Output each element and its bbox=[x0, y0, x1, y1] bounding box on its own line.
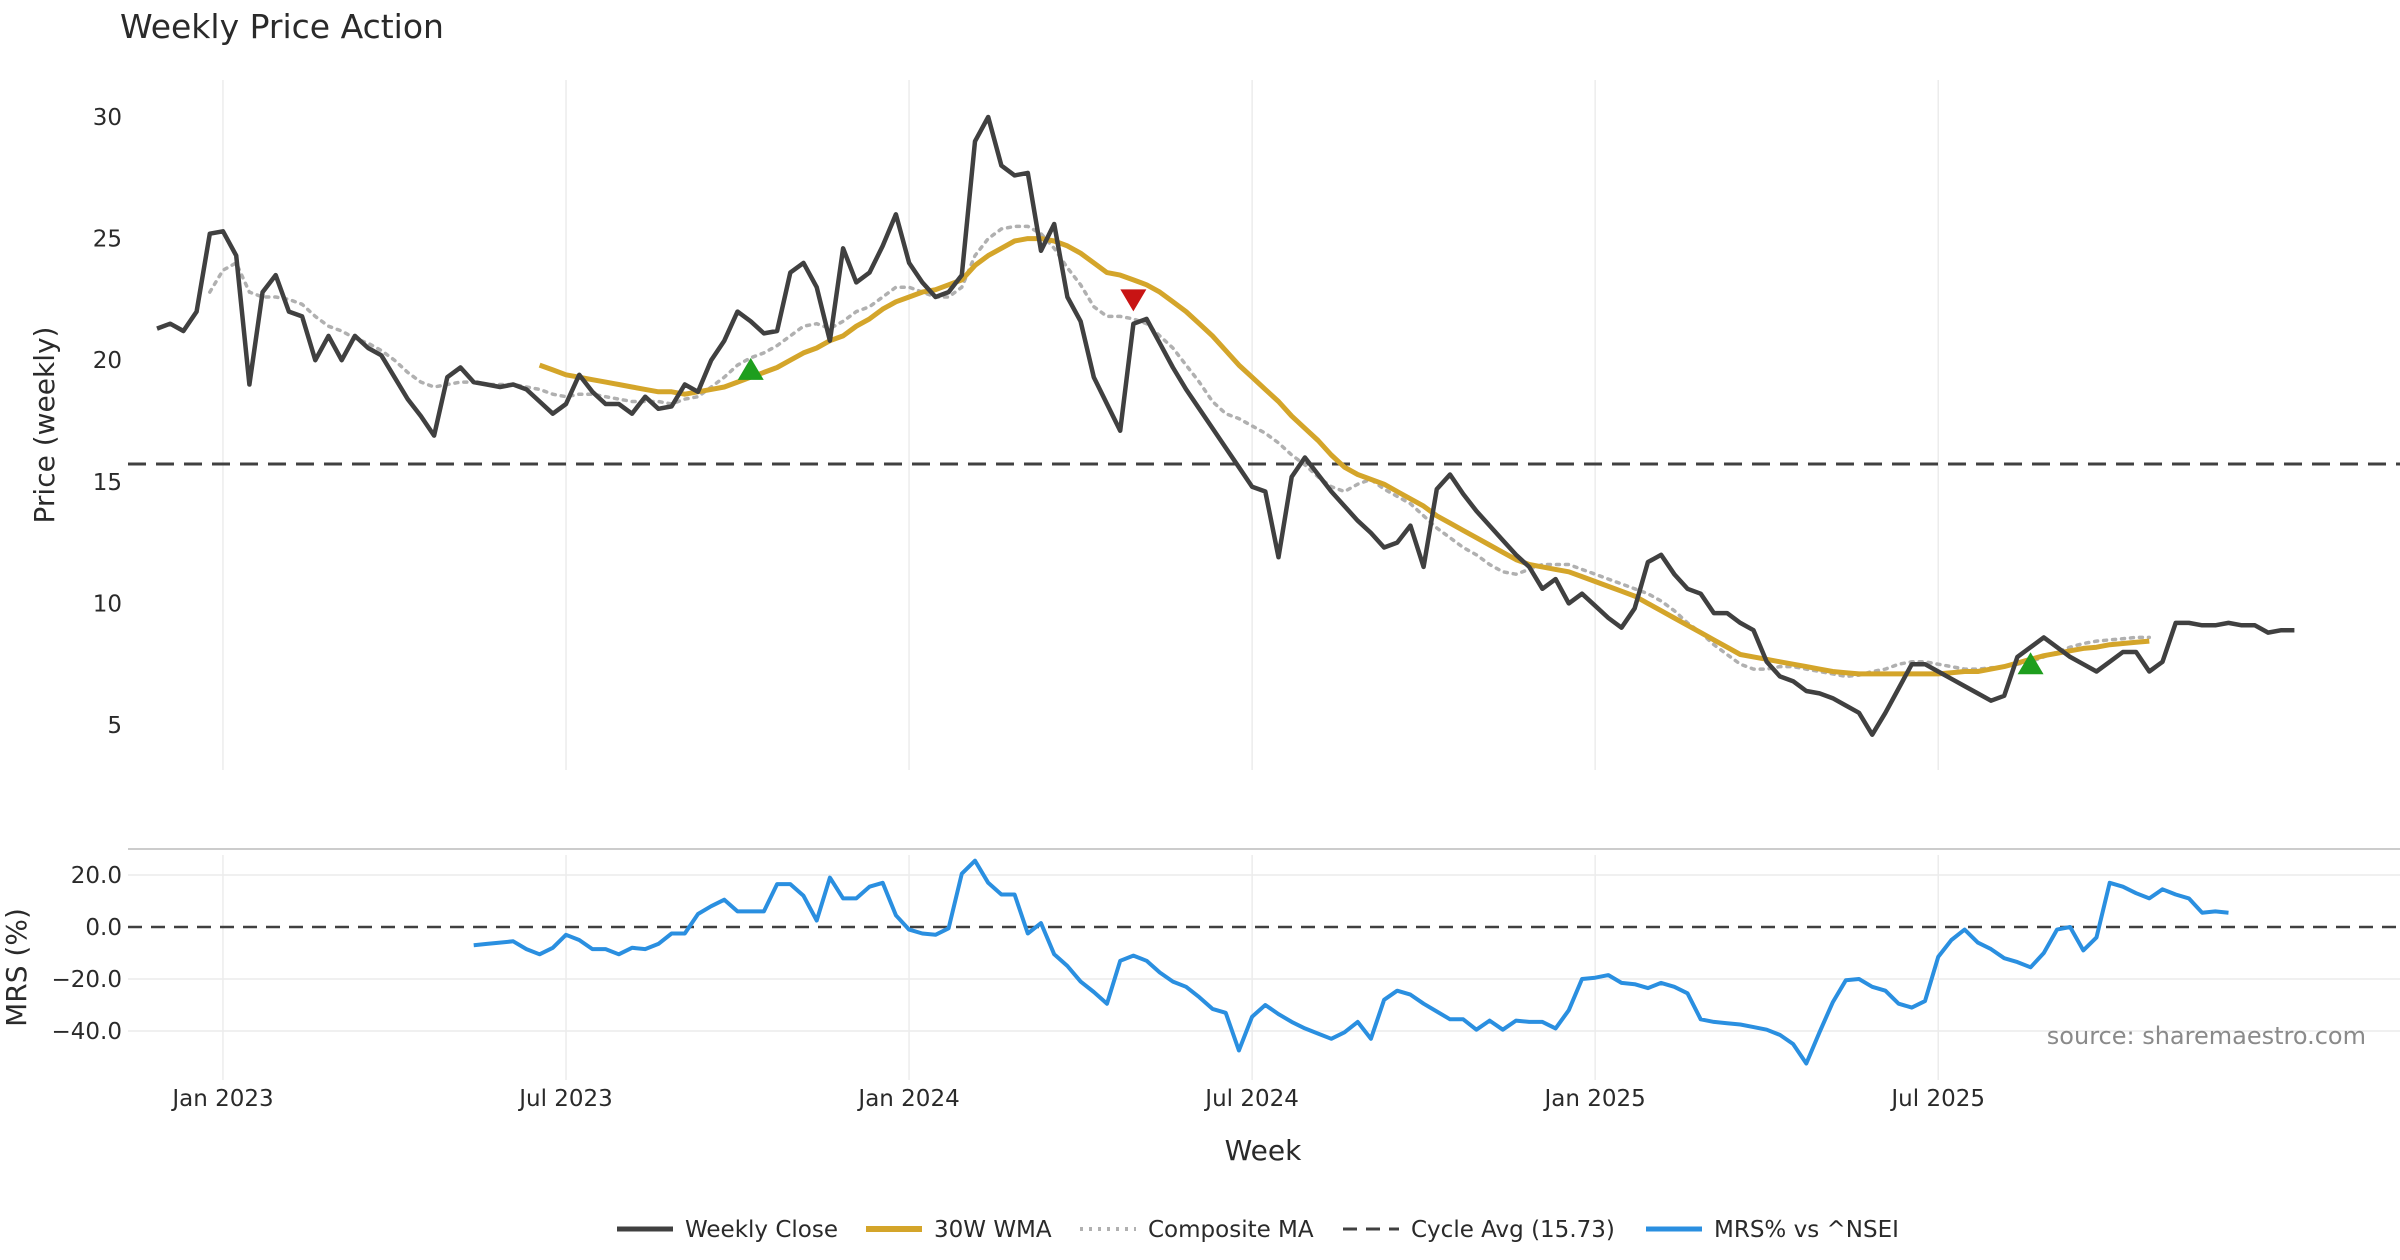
price-y-tick-label: 20 bbox=[93, 348, 122, 374]
price-y-tick-label: 30 bbox=[93, 105, 122, 131]
buy-signal-marker bbox=[737, 357, 764, 380]
legend-entry-label: Weekly Close bbox=[685, 1217, 838, 1243]
price-y-tick-label: 25 bbox=[93, 227, 122, 253]
mrs-y-tick-label: 20.0 bbox=[71, 863, 122, 889]
price-y-tick-label: 5 bbox=[107, 713, 122, 739]
legend-entry-label: 30W WMA bbox=[934, 1217, 1052, 1243]
sell-signal-marker bbox=[1120, 289, 1147, 312]
price-y-ticks: 5 10 15 20 25 30 bbox=[93, 105, 122, 739]
x-tick-label: Jan 2025 bbox=[1543, 1086, 1646, 1112]
legend-entry-label: Composite MA bbox=[1148, 1217, 1314, 1243]
weekly-close-line bbox=[156, 114, 2295, 737]
signal-markers bbox=[737, 289, 2044, 675]
x-tick-label: Jan 2023 bbox=[170, 1086, 273, 1112]
buy-signal-marker bbox=[2017, 652, 2044, 675]
x-axis-label: Week bbox=[1225, 1134, 1302, 1167]
source-note: source: sharemaestro.com bbox=[2047, 1022, 2366, 1050]
mrs-y-ticks: 20.0 0.0 −20.0 −40.0 bbox=[52, 863, 122, 1045]
price-y-tick-label: 15 bbox=[93, 470, 122, 496]
mrs-ylabel: MRS (%) bbox=[0, 908, 33, 1027]
mrs-line bbox=[473, 858, 2229, 1066]
mrs-y-tick-label: −40.0 bbox=[52, 1019, 122, 1045]
chart-title: Weekly Price Action bbox=[120, 7, 444, 46]
price-y-tick-label: 10 bbox=[93, 591, 122, 617]
x-ticks: Jan 2023 Jul 2023 Jan 2024 Jul 2024 Jan 2025… bbox=[170, 1086, 1985, 1112]
x-tick-label: Jul 2025 bbox=[1889, 1086, 1985, 1112]
price-ylabel: Price (weekly) bbox=[28, 327, 61, 524]
price-grid bbox=[222, 80, 1939, 770]
legend-entry-label: Cycle Avg (15.73) bbox=[1411, 1217, 1615, 1243]
legend: Weekly Close 30W WMA Composite MA Cycle Avg… bbox=[617, 1217, 1899, 1243]
wma-line bbox=[538, 236, 2150, 677]
x-tick-label: Jan 2024 bbox=[856, 1086, 959, 1112]
mrs-grid bbox=[128, 855, 2400, 1080]
composite-ma-line bbox=[208, 224, 2152, 679]
mrs-y-tick-label: 0.0 bbox=[85, 915, 122, 941]
x-tick-label: Jul 2024 bbox=[1203, 1086, 1299, 1112]
legend-entry-label: MRS% vs ^NSEI bbox=[1714, 1217, 1899, 1243]
mrs-y-tick-label: −20.0 bbox=[52, 967, 122, 993]
x-tick-label: Jul 2023 bbox=[517, 1086, 613, 1112]
